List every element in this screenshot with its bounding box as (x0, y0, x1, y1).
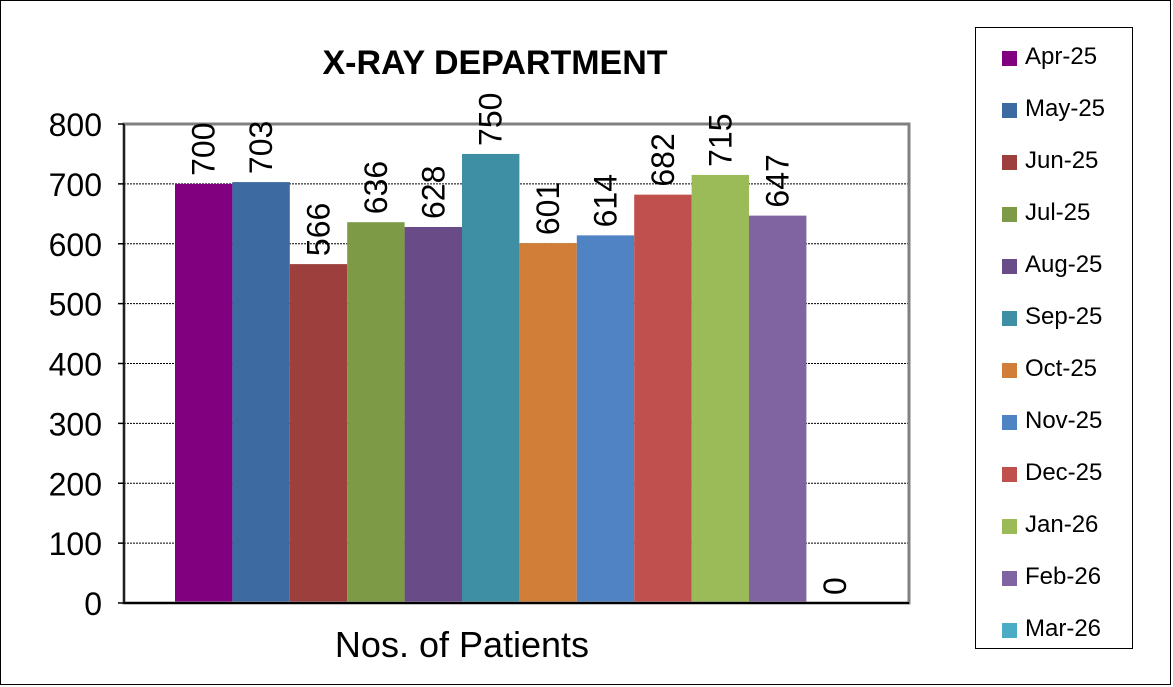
data-label-aug-25: 628 (415, 166, 451, 219)
x-category-label: Nos. of Patients (334, 624, 590, 665)
data-label-nov-25: 614 (588, 174, 624, 227)
data-label-oct-25: 601 (530, 182, 566, 235)
legend-label: Dec-25 (1025, 459, 1103, 486)
bar-oct-25 (519, 243, 577, 603)
legend-label: Feb-26 (1025, 563, 1102, 590)
legend-item-feb-26: Feb-26 (976, 560, 1132, 600)
legend-label: Jul-25 (1025, 199, 1091, 226)
y-tick-label: 400 (49, 347, 102, 383)
legend-swatch (1002, 259, 1017, 274)
legend-swatch (1002, 103, 1017, 118)
legend-swatch (1002, 519, 1017, 534)
legend-item-oct-25: Oct-25 (976, 352, 1132, 392)
bar-may-25 (232, 182, 290, 604)
legend-label: Sep-25 (1025, 303, 1103, 330)
legend-item-aug-25: Aug-25 (976, 248, 1132, 288)
bar-jan-26 (691, 174, 749, 604)
legend-item-mar-26: Mar-26 (976, 612, 1132, 652)
legend-swatch (1002, 311, 1017, 326)
legend-swatch (1002, 155, 1017, 170)
legend-swatch (1002, 207, 1017, 222)
data-label-apr-25: 700 (186, 122, 222, 175)
legend-label: Mar-26 (1025, 615, 1102, 642)
legend: Apr-25 May-25 Jun-25 Jul-25 Aug-25 Sep-25 Oct-… (975, 27, 1133, 649)
data-label-may-25: 703 (243, 121, 279, 174)
legend-label: May-25 (1025, 95, 1106, 122)
legend-label: Apr-25 (1025, 43, 1098, 70)
bar-aug-25 (404, 226, 462, 604)
legend-label: Oct-25 (1025, 355, 1098, 382)
data-label-jun-25: 566 (301, 203, 337, 256)
bar-jul-25 (347, 222, 405, 603)
legend-label: Nov-25 (1025, 407, 1103, 434)
y-tick-label: 800 (49, 107, 102, 143)
data-label-mar-26: 0 (817, 577, 853, 595)
legend-swatch (1002, 51, 1017, 66)
data-label-jan-26: 715 (702, 114, 738, 167)
axes: 0 100 200 300 400 500 600 700 800 (49, 107, 911, 622)
data-label-sep-25: 750 (473, 93, 509, 146)
chart-title: X-RAY DEPARTMENT (322, 44, 668, 82)
data-label-feb-26: 647 (760, 154, 796, 207)
bar-dec-25 (634, 194, 692, 603)
legend-swatch (1002, 415, 1017, 430)
y-tick-label: 0 (84, 586, 102, 622)
legend-label: Aug-25 (1025, 251, 1103, 278)
data-label-dec-25: 682 (645, 133, 681, 186)
data-label-jul-25: 636 (358, 161, 394, 214)
bar-apr-25 (175, 183, 233, 603)
legend-item-apr-25: Apr-25 (976, 40, 1132, 80)
y-tick-label: 100 (49, 526, 102, 562)
legend-item-jun-25: Jun-25 (976, 144, 1132, 184)
legend-label: Jan-26 (1025, 511, 1099, 538)
legend-swatch (1002, 571, 1017, 586)
legend-item-nov-25: Nov-25 (976, 404, 1132, 444)
bars (175, 153, 807, 604)
legend-swatch (1002, 623, 1017, 638)
y-tick-label: 700 (49, 167, 102, 203)
legend-item-may-25: May-25 (976, 92, 1132, 132)
bar-jun-25 (289, 264, 348, 603)
y-tick-label: 600 (49, 227, 102, 263)
legend-item-jul-25: Jul-25 (976, 196, 1132, 236)
bar-sep-25 (462, 153, 520, 603)
y-tick-label: 200 (49, 466, 102, 502)
legend-item-sep-25: Sep-25 (976, 300, 1132, 340)
y-tick-label: 300 (49, 406, 102, 442)
legend-swatch (1002, 363, 1017, 378)
data-labels: 700 703 566 636 628 750 601 614 682 715 647 0 (186, 93, 853, 595)
legend-item-jan-26: Jan-26 (976, 508, 1132, 548)
y-tick-label: 500 (49, 287, 102, 323)
legend-label: Jun-25 (1025, 147, 1099, 174)
legend-item-dec-25: Dec-25 (976, 456, 1132, 496)
bar-feb-26 (749, 215, 807, 603)
bar-nov-25 (576, 235, 635, 603)
legend-swatch (1002, 467, 1017, 482)
